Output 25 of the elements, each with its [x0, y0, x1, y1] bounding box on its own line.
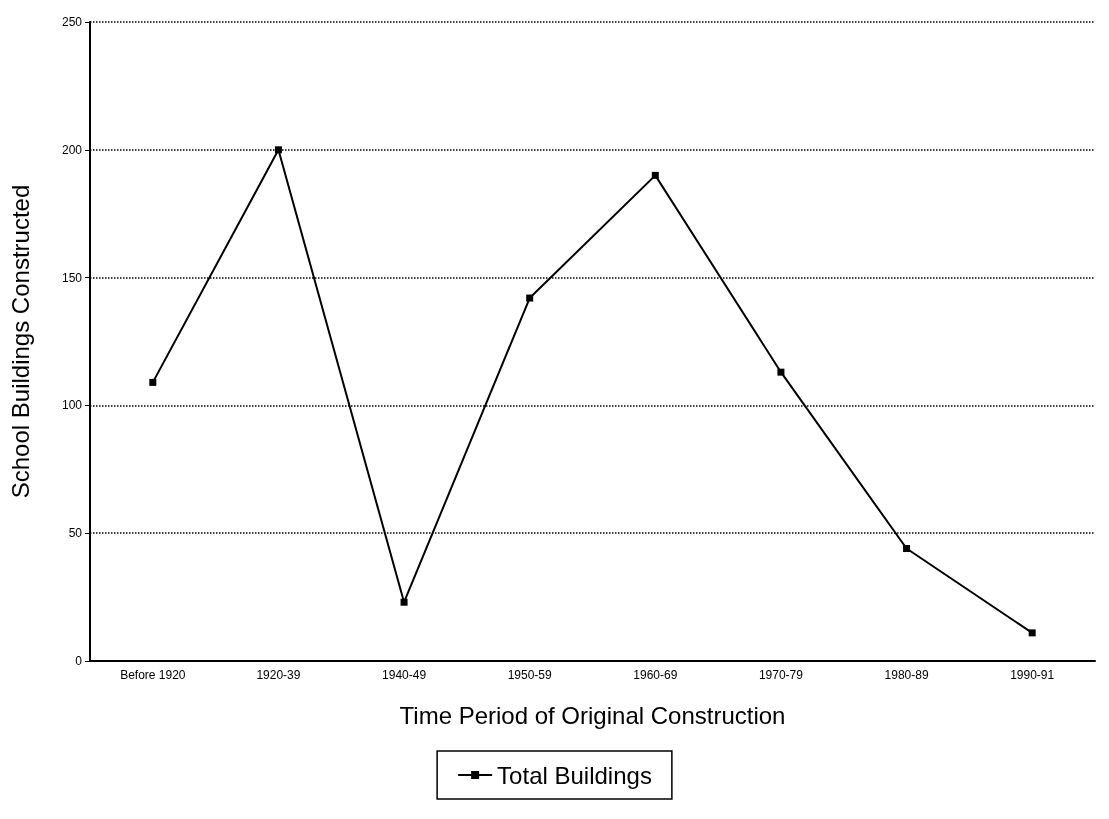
point: [400, 598, 408, 606]
point: [149, 378, 157, 386]
legend-label: Total Buildings: [497, 761, 652, 789]
x-tick-label: 1970-79: [758, 668, 804, 682]
y-tick-label: 100: [61, 398, 83, 413]
y-tick-label: 150: [61, 270, 83, 285]
y-tick-label: 200: [61, 142, 83, 157]
x-axis-title: Time Period of Original Construction: [399, 701, 786, 729]
x-tick-label: 1940-49: [382, 668, 427, 682]
point: [1028, 629, 1036, 637]
point: [651, 171, 659, 179]
x-tick-label: 1990-91: [1010, 668, 1055, 682]
x-tick-label: 1920-39: [256, 668, 301, 682]
y-axis-title: School Buildings Constructed: [6, 184, 34, 499]
point: [903, 545, 911, 553]
y-tick-label: 250: [61, 15, 83, 29]
y-tick-label: 50: [68, 526, 83, 541]
point: [526, 294, 534, 302]
y-tick-label: 0: [75, 654, 83, 668]
x-tick-label: 1950-59: [507, 668, 553, 682]
point: [274, 146, 282, 154]
x-tick-label: Before 1920: [120, 668, 186, 682]
point: [777, 368, 785, 376]
x-tick-label: 1960-69: [633, 668, 678, 682]
x-tick-label: 1980-89: [884, 668, 929, 682]
